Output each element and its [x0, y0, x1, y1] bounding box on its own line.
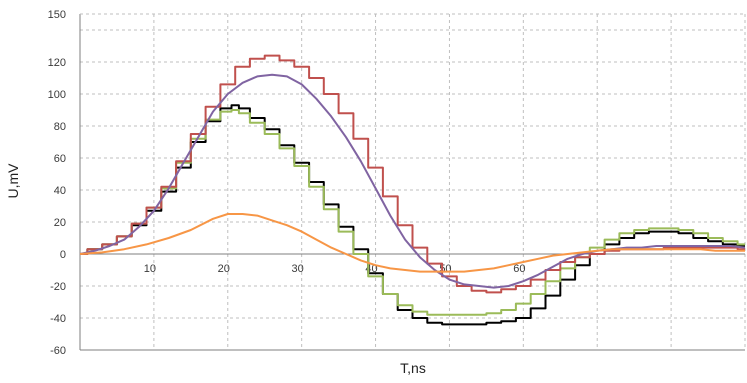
y-tick-label: 80	[54, 121, 66, 133]
y-tick-label: 60	[54, 153, 66, 165]
y-tick-label: 100	[48, 89, 66, 101]
y-tick-label: 40	[54, 185, 66, 197]
y-tick-label: -40	[50, 313, 66, 325]
y-tick-label: 120	[48, 57, 66, 69]
x-tick-labels: 10 20 30 40 50 60	[144, 263, 526, 275]
series-line-4	[79, 73, 746, 289]
x-tick-label: 10	[144, 263, 156, 275]
series-line-1	[80, 104, 745, 326]
axes	[79, 13, 745, 351]
x-tick-label: 60	[513, 263, 525, 275]
y-tick-label: -20	[50, 281, 66, 293]
x-tick-label: 30	[292, 263, 304, 275]
series-line-3	[80, 54, 745, 294]
y-tick-label: 150	[48, 9, 66, 21]
y-tick-label: 0	[60, 249, 66, 261]
x-tick-label: 20	[218, 263, 230, 275]
y-tick-label: -60	[50, 345, 66, 357]
series-lines	[79, 54, 746, 326]
y-tick-labels: 150 120 100 80 60 40 20 0 -20 -40 -60	[48, 9, 66, 357]
series-line-2	[80, 109, 745, 316]
series-line-5	[79, 213, 745, 273]
grid	[80, 14, 746, 351]
x-axis-title: T,ns	[400, 360, 426, 376]
y-axis-title: U,mV	[5, 163, 21, 199]
y-tick-label: 20	[54, 217, 66, 229]
